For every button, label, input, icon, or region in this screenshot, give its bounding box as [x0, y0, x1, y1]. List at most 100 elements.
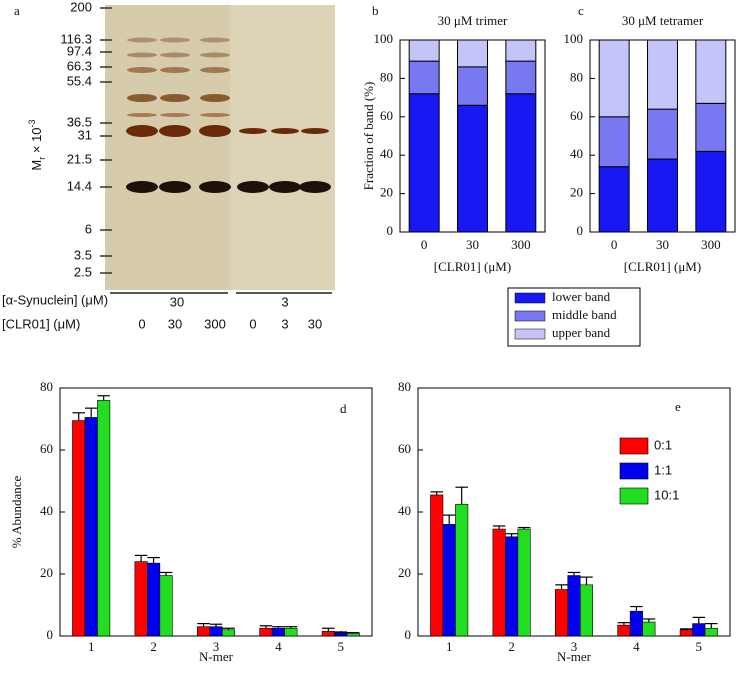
bar-segment: [647, 39, 678, 110]
bar: [579, 584, 594, 637]
group-value: 30: [170, 294, 184, 309]
y-tick-label: 20: [570, 185, 583, 200]
bar-segment: [457, 39, 488, 68]
x-tick-label: 5: [696, 639, 703, 654]
error-bar: [567, 571, 581, 576]
gel-image: [105, 5, 335, 290]
band: [200, 67, 230, 73]
error-bar: [705, 622, 718, 629]
bar: [159, 575, 173, 637]
y-tick-label: 20: [40, 565, 53, 580]
bar-segment: [408, 60, 440, 95]
error-bar: [134, 554, 148, 562]
legend-swatch: [619, 487, 649, 505]
y-tick-label: 60: [398, 441, 411, 456]
legend-label: 10:1: [654, 487, 679, 502]
bar: [221, 629, 236, 637]
bar-segment: [505, 60, 537, 95]
y-tick-label: 80: [398, 379, 411, 394]
error-bar: [642, 618, 656, 623]
x-tick-label: 3: [571, 639, 578, 654]
marker-label: 14.4: [67, 178, 92, 193]
marker-label: 31: [78, 127, 92, 142]
bar: [455, 503, 469, 637]
bar: [629, 610, 643, 637]
legend-label: upper band: [552, 325, 611, 340]
bar-segment: [647, 108, 678, 160]
y-tick-label: 0: [47, 627, 54, 642]
band: [127, 37, 157, 43]
bar: [209, 626, 223, 637]
x-tick-label: 5: [338, 639, 345, 654]
bar-segment: [598, 166, 630, 233]
y-tick-label: 20: [380, 185, 393, 200]
error-bar: [430, 491, 443, 495]
row-label: [CLR01] (μM): [2, 316, 80, 331]
bar: [554, 589, 569, 637]
legend-label: 0:1: [654, 437, 672, 452]
bar: [72, 420, 86, 637]
error-bar: [322, 627, 335, 632]
band: [199, 125, 231, 137]
band: [299, 181, 331, 193]
marker-label: 3.5: [74, 247, 92, 262]
x-tick-label: 0: [611, 237, 618, 252]
error-bar: [555, 584, 568, 590]
bar: [134, 561, 148, 637]
y-axis-label: Fraction of band (%): [361, 82, 376, 191]
bar-segment: [408, 93, 440, 233]
bar: [334, 632, 348, 637]
y-tick-label: 60: [380, 108, 393, 123]
marker-label: 55.4: [67, 73, 92, 88]
bar: [704, 627, 718, 637]
bar: [321, 631, 335, 637]
bar: [284, 627, 298, 637]
legend-swatch: [619, 437, 649, 455]
error-bar: [492, 525, 506, 530]
bar-segment: [457, 66, 488, 106]
axis-title-part: -3: [27, 119, 37, 127]
band: [127, 113, 157, 117]
bar: [196, 626, 211, 637]
bar: [259, 627, 273, 637]
marker-label: 21.5: [67, 151, 92, 166]
marker-label: 97.4: [67, 43, 92, 58]
error-bar: [159, 571, 173, 576]
error-bar: [617, 622, 631, 626]
band: [160, 67, 190, 73]
y-tick-label: 0: [387, 223, 394, 238]
x-tick-label: 4: [275, 639, 282, 654]
panel-label: b: [372, 3, 379, 18]
bar: [430, 494, 444, 637]
axis-title: Mr × 10-3: [27, 119, 47, 170]
axis-title-part: × 10: [29, 127, 44, 156]
band: [127, 52, 157, 58]
band: [199, 181, 231, 193]
error-bar: [692, 616, 706, 624]
marker-label: 2.5: [74, 264, 92, 279]
marker-label: 6: [85, 221, 92, 236]
band: [160, 94, 190, 102]
panel-label: d: [340, 401, 347, 416]
x-tick-label: 1: [88, 639, 95, 654]
error-bar: [84, 407, 98, 418]
legend-label: 1:1: [654, 462, 672, 477]
band: [200, 52, 230, 58]
band: [160, 52, 190, 58]
band: [269, 181, 301, 193]
y-tick-label: 0: [577, 223, 584, 238]
bar: [517, 528, 531, 637]
x-tick-label: 30: [466, 237, 479, 252]
bar: [346, 633, 360, 637]
y-tick-label: 80: [40, 379, 53, 394]
bar: [97, 400, 111, 637]
x-tick-label: 300: [511, 237, 531, 252]
legend-swatch: [514, 310, 546, 322]
chart-title: 30 μM trimer: [438, 13, 508, 28]
bar: [692, 623, 706, 637]
legend-label: middle band: [552, 307, 617, 322]
error-bar: [442, 514, 456, 525]
marker-label: 116.3: [60, 31, 92, 46]
error-bar: [272, 626, 285, 629]
